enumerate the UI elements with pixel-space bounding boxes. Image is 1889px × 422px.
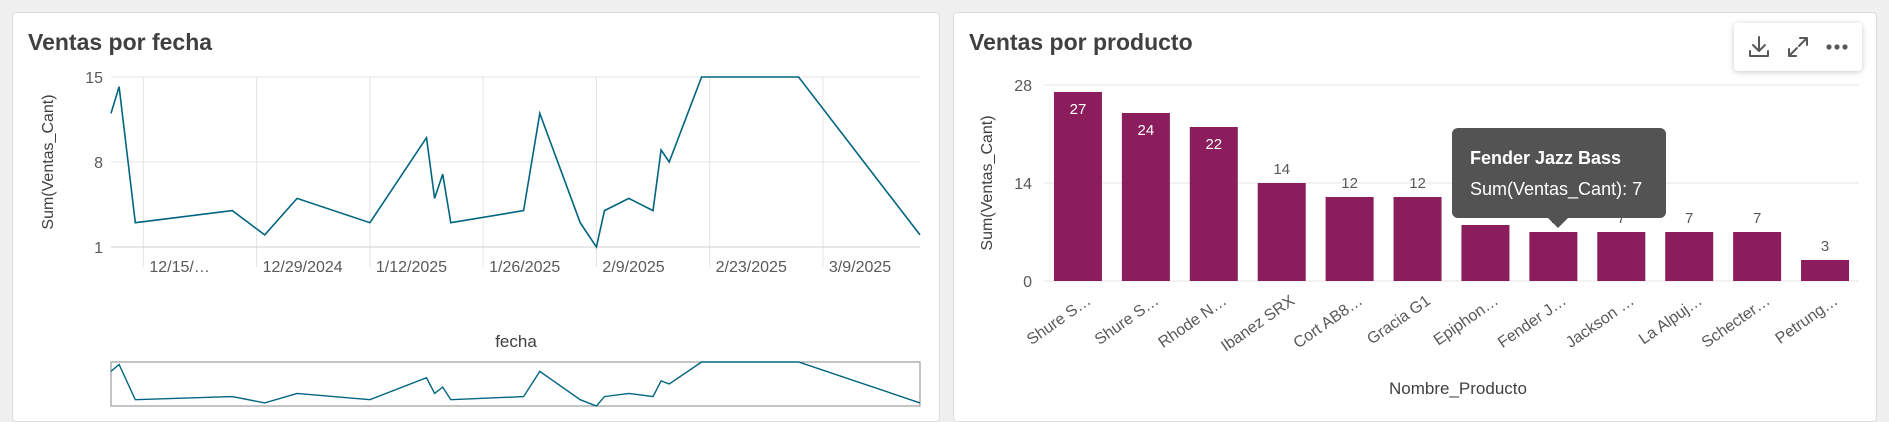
bar-data-label: 22	[1205, 136, 1222, 153]
bar	[1325, 197, 1374, 281]
x-tick-label: 1/12/2025	[376, 259, 447, 276]
tooltip-arrow	[1548, 218, 1568, 228]
download-button[interactable]	[1742, 30, 1776, 64]
bar	[1257, 183, 1306, 281]
bar	[1733, 232, 1782, 281]
more-options-icon	[1826, 44, 1848, 50]
expand-button[interactable]	[1781, 30, 1815, 64]
x-tick-label: Schecter…	[1699, 292, 1774, 351]
bar	[1121, 113, 1170, 281]
bar	[1189, 127, 1238, 281]
x-tick-label: Epiphon…	[1431, 292, 1502, 349]
bar-tooltip: Fender Jazz Bass Sum(Ventas_Cant): 7	[1452, 128, 1666, 228]
tooltip-measure: Sum(Ventas_Cant): 7	[1470, 179, 1643, 199]
y-tick-label: 0	[1023, 274, 1032, 291]
x-tick-label: Shure S…	[1024, 292, 1094, 348]
x-tick-label: 1/26/2025	[489, 259, 560, 276]
x-tick-label: Ibanez SRX	[1218, 292, 1298, 355]
y-tick-label: 14	[1014, 176, 1032, 193]
x-tick-label: Gracia G1	[1364, 292, 1434, 348]
x-tick-label: Cort AB8…	[1291, 292, 1366, 352]
sales-by-product-panel: Ventas por producto 0 14 28 Sum(Ventas_Cant…	[953, 12, 1877, 422]
y-axis-title: Sum(Ventas_Cant)	[979, 115, 996, 250]
download-icon	[1749, 36, 1770, 57]
bar-data-label: 7	[1685, 210, 1693, 227]
bar	[1665, 232, 1714, 281]
bar-data-label: 27	[1070, 101, 1087, 118]
x-tick-label: La Alpuj…	[1636, 292, 1705, 348]
y-tick-label: 1	[94, 240, 103, 257]
bar	[1801, 260, 1850, 281]
x-tick-label: Shure S…	[1092, 292, 1162, 348]
sales-by-date-chart[interactable]: 1 8 15 12/15/… 12/29/2024 1/12/2025 1/26/2025 2…	[13, 13, 939, 409]
x-axis-title: fecha	[495, 332, 537, 351]
x-axis-title: Nombre_Producto	[1389, 379, 1527, 398]
bar	[1461, 225, 1510, 281]
sales-line	[110, 76, 921, 250]
bar-data-label: 12	[1341, 175, 1358, 192]
x-tick-label: 3/9/2025	[829, 259, 891, 276]
navigator-line	[110, 361, 921, 407]
bar-data-label: 24	[1138, 122, 1155, 139]
y-tick-label: 28	[1014, 78, 1032, 95]
more-options-button[interactable]	[1820, 30, 1854, 64]
y-axis-title: Sum(Ventas_Cant)	[40, 94, 57, 229]
x-tick-label: 2/9/2025	[602, 259, 664, 276]
x-tick-label: 12/15/…	[149, 259, 209, 276]
x-tick-label: 12/29/2024	[263, 259, 343, 276]
sales-by-product-title: Ventas por producto	[969, 29, 1193, 55]
bar-data-label: 7	[1617, 210, 1625, 227]
bar	[1053, 92, 1102, 281]
range-navigator	[110, 361, 921, 407]
y-tick-label: 8	[94, 155, 103, 172]
tooltip-title: Fender Jazz Bass	[1470, 148, 1622, 168]
x-tick-label: Petrung…	[1773, 292, 1842, 347]
x-tick-label: 2/23/2025	[716, 259, 787, 276]
bar	[1597, 232, 1646, 281]
bar-data-label: 14	[1273, 161, 1290, 178]
bar-data-label: 3	[1821, 238, 1829, 255]
expand-icon	[1787, 37, 1808, 57]
x-tick-label: Jackson …	[1563, 292, 1638, 351]
sales-by-product-chart[interactable]: 0 14 28 Sum(Ventas_Cant) Nombre_Producto 27 Sh…	[954, 13, 1876, 409]
sales-by-date-panel: Ventas por fecha 1 8 15 12/15/… 12/29/2024 1/…	[12, 12, 940, 422]
x-tick-label: Fender J…	[1495, 292, 1570, 351]
bar-data-label: 12	[1409, 175, 1426, 192]
sales-by-date-title: Ventas por fecha	[28, 29, 213, 55]
y-tick-label: 15	[85, 70, 103, 87]
bar	[1529, 232, 1578, 281]
bar	[1393, 197, 1442, 281]
bar-data-label: 7	[1753, 210, 1761, 227]
chart-toolbar	[1734, 23, 1862, 71]
